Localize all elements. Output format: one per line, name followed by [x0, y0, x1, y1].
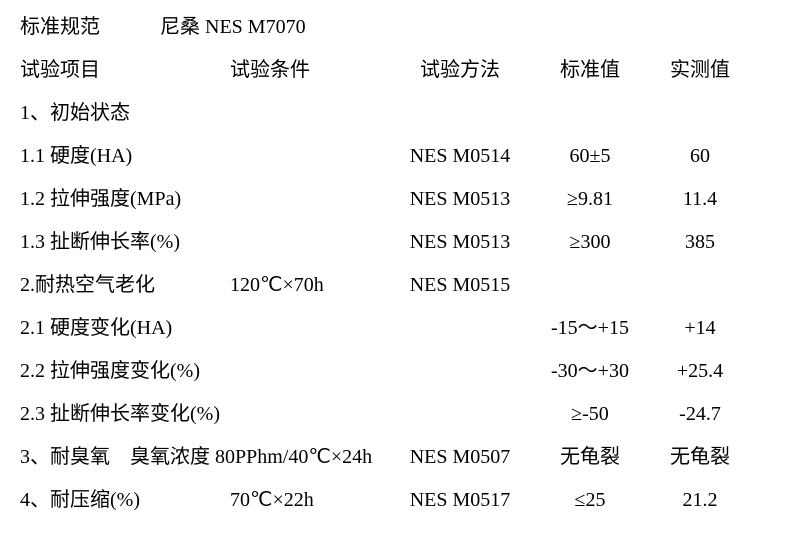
- compress-row: 4、耐压缩(%) 70℃×22h NES M0517 ≤25 21.2: [20, 483, 780, 512]
- cell-meas: +25.4: [650, 360, 750, 383]
- cell-std: ≥-50: [530, 403, 650, 426]
- header-cond: 试验条件: [230, 53, 390, 82]
- cell-std: 无龟裂: [530, 440, 650, 469]
- cell-item: 4、耐压缩(%): [20, 483, 230, 512]
- cell-item: 2.2 拉伸强度变化(%): [20, 354, 230, 383]
- cell-cond: 70℃×22h: [230, 487, 390, 512]
- header-method: 试验方法: [390, 53, 530, 82]
- spec-label: 标准规范: [20, 10, 160, 39]
- spec-value: 尼桑 NES M7070: [160, 10, 306, 39]
- cell-meas: 60: [650, 145, 750, 168]
- header-row: 试验项目 试验条件 试验方法 标准值 实测值: [20, 53, 780, 82]
- cell-method: NES M0513: [390, 231, 530, 254]
- cell-std: 60±5: [530, 145, 650, 168]
- table-row: 1.1 硬度(HA) NES M0514 60±5 60: [20, 139, 780, 168]
- cell-method: NES M0513: [390, 188, 530, 211]
- cell-std: ≥300: [530, 231, 650, 254]
- cell-std: ≥9.81: [530, 188, 650, 211]
- cell-meas: +14: [650, 317, 750, 340]
- cell-meas: 385: [650, 231, 750, 254]
- cell-std: -15～+15: [530, 311, 650, 340]
- table-row: 2.2 拉伸强度变化(%) -30～+30 +25.4: [20, 354, 780, 383]
- cell-item: 1.2 拉伸强度(MPa): [20, 182, 230, 211]
- cell-std: -30～+30: [530, 354, 650, 383]
- table-row: 1、初始状态: [20, 96, 780, 125]
- table-row: 2.1 硬度变化(HA) -15～+15 +14: [20, 311, 780, 340]
- cell-item: 2.3 扯断伸长率变化(%): [20, 397, 250, 426]
- table-row: 2.3 扯断伸长率变化(%) ≥-50 -24.7: [20, 397, 780, 426]
- cell-item: 1.1 硬度(HA): [20, 139, 230, 168]
- header-std: 标准值: [530, 53, 650, 82]
- cell-item: 2.1 硬度变化(HA): [20, 311, 230, 340]
- cell-item: 1.3 扯断伸长率(%): [20, 225, 230, 254]
- cell-meas: 无龟裂: [650, 440, 750, 469]
- cell-cond: 臭氧浓度 80PPhm/40℃×24h: [130, 440, 390, 469]
- cell-method: NES M0515: [390, 274, 530, 297]
- header-meas: 实测值: [650, 53, 750, 82]
- spec-row: 标准规范 尼桑 NES M7070: [20, 10, 780, 39]
- cell-item: 3、耐臭氧: [20, 440, 130, 469]
- table-row: 1.3 扯断伸长率(%) NES M0513 ≥300 385: [20, 225, 780, 254]
- ozone-row: 3、耐臭氧 臭氧浓度 80PPhm/40℃×24h NES M0507 无龟裂 …: [20, 440, 780, 469]
- table-row: 1.2 拉伸强度(MPa) NES M0513 ≥9.81 11.4: [20, 182, 780, 211]
- cell-item: 1、初始状态: [20, 96, 230, 125]
- cell-meas: 11.4: [650, 188, 750, 211]
- header-item: 试验项目: [20, 53, 230, 82]
- cell-item: 2.耐热空气老化: [20, 268, 230, 297]
- table-row: 2.耐热空气老化 120℃×70h NES M0515: [20, 268, 780, 297]
- cell-method: NES M0507: [390, 446, 530, 469]
- cell-method: NES M0514: [390, 145, 530, 168]
- cell-meas: -24.7: [650, 403, 750, 426]
- cell-cond: 120℃×70h: [230, 272, 390, 297]
